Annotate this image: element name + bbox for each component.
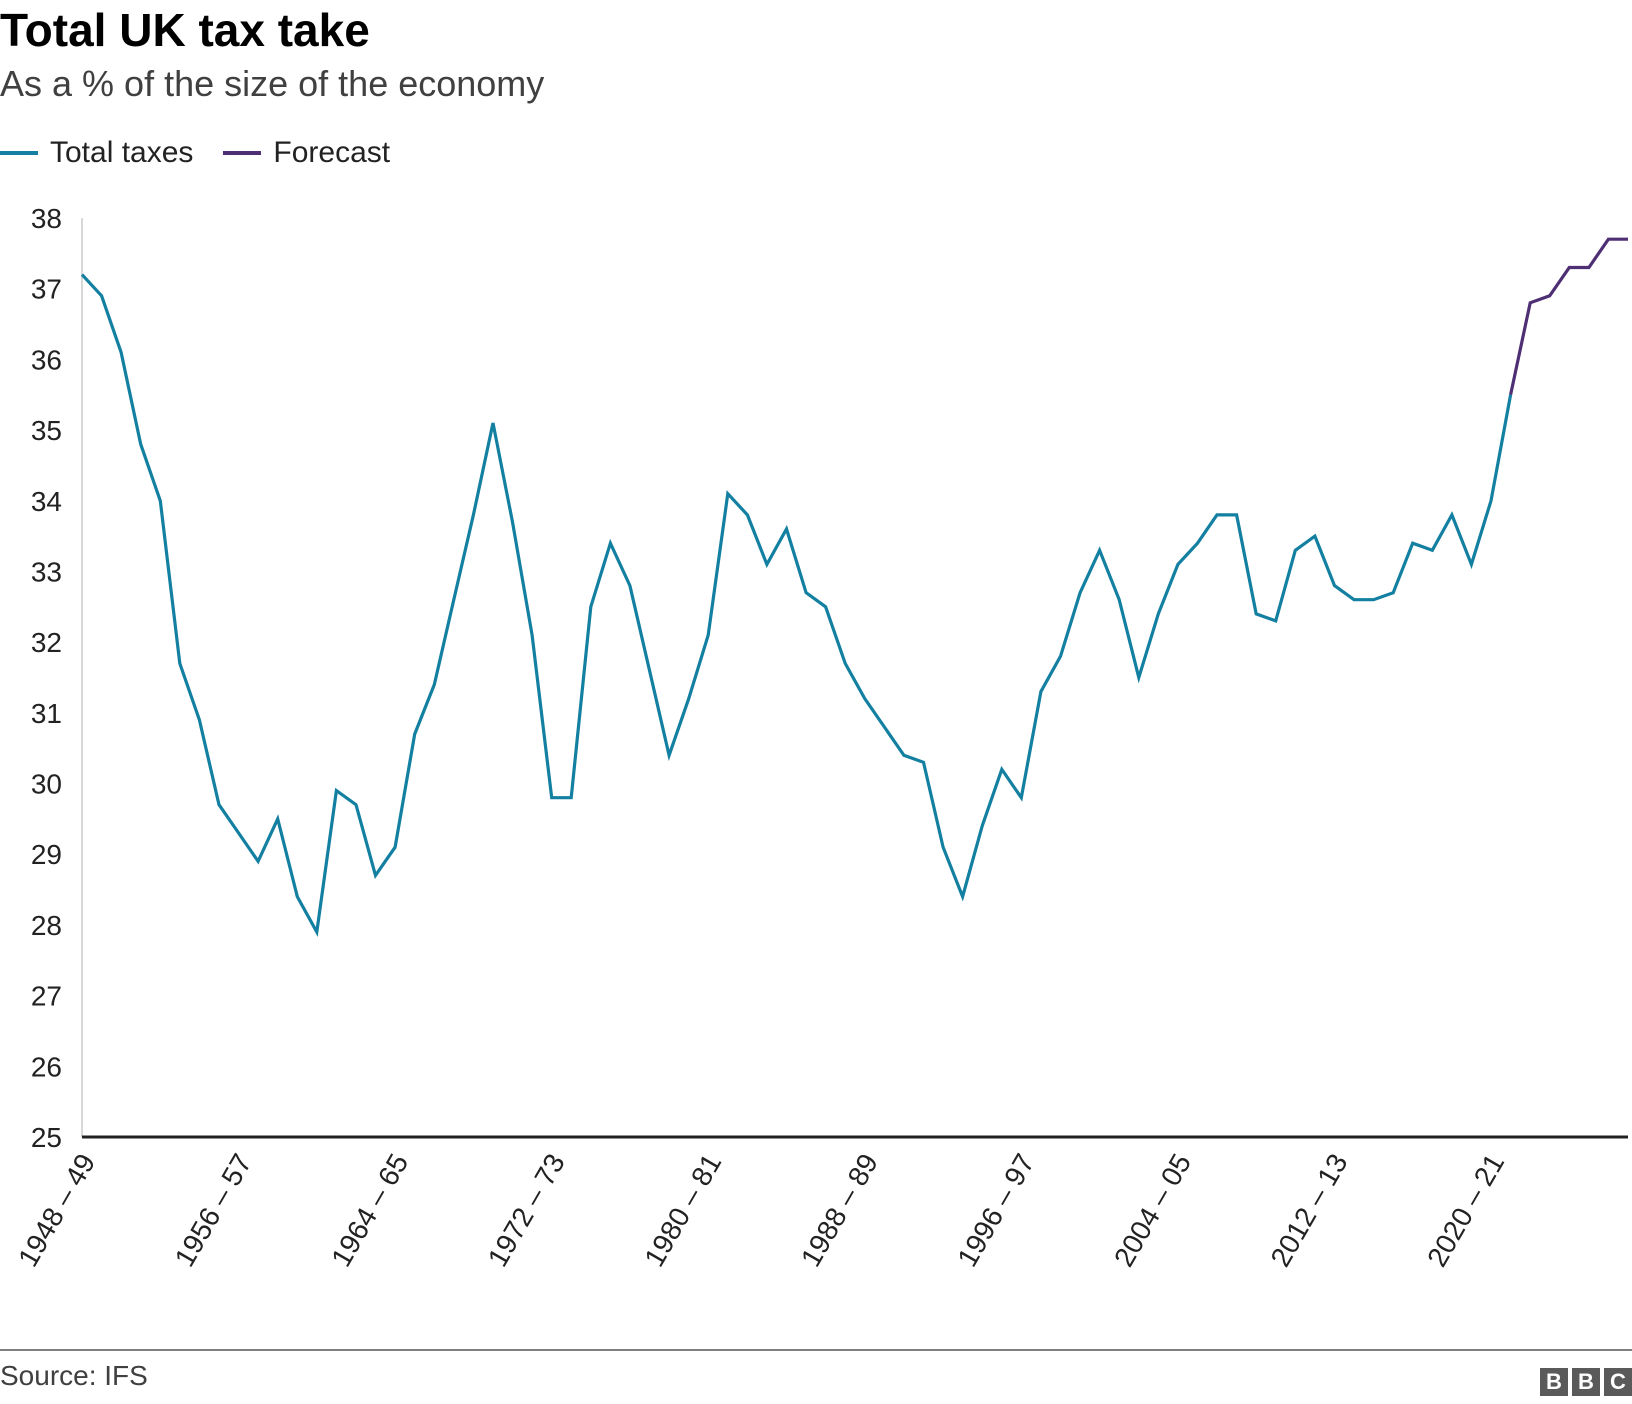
source-note: Source: IFS (0, 1360, 148, 1391)
y-tick-label: 33 (31, 556, 62, 587)
x-tick-label: 2004 – 05 (1108, 1149, 1197, 1272)
x-tick-label: 1988 – 89 (795, 1149, 884, 1272)
legend: Total taxes Forecast (0, 133, 420, 173)
y-tick-label: 27 (31, 981, 62, 1012)
y-tick-label: 26 (31, 1051, 62, 1082)
y-axis: 25 26 27 28 29 30 31 32 33 34 35 36 37 38 (31, 203, 83, 1153)
bbc-logo: B B C (1536, 1368, 1632, 1396)
bbc-logo-block: C (1604, 1368, 1632, 1396)
y-tick-label: 37 (31, 274, 62, 305)
x-tick-label: 2020 – 21 (1421, 1149, 1510, 1272)
chart-subtitle: As a % of the size of the economy (0, 63, 545, 104)
legend-swatch-forecast (223, 151, 262, 155)
legend-item-forecast: Forecast (223, 136, 390, 170)
chart-title: Total UK tax take (0, 4, 370, 56)
y-tick-label: 31 (31, 698, 62, 729)
y-tick-label: 35 (31, 415, 62, 446)
x-tick-label: 1996 – 97 (951, 1149, 1040, 1272)
x-tick-label: 1980 – 81 (638, 1149, 727, 1272)
bbc-logo-block: B (1572, 1368, 1600, 1396)
x-tick-label: 2012 – 13 (1265, 1149, 1354, 1272)
x-tick-label: 1956 – 57 (169, 1149, 258, 1272)
legend-swatch-total-taxes (0, 151, 38, 155)
y-tick-label: 32 (31, 627, 62, 658)
legend-label-total-taxes: Total taxes (50, 136, 194, 169)
x-tick-label: 1948 – 49 (12, 1149, 101, 1272)
footer-divider (0, 1349, 1632, 1351)
legend-item-total-taxes: Total taxes (0, 136, 193, 170)
series-layer (80, 237, 1628, 937)
y-tick-label: 34 (31, 486, 62, 517)
y-tick-label: 30 (31, 769, 62, 800)
x-tick-label: 1964 – 65 (325, 1149, 414, 1272)
x-tick-label: 1972 – 73 (482, 1149, 571, 1272)
series-line-total-taxes (80, 273, 1513, 937)
x-axis: 1948 – 49 1956 – 57 1964 – 65 1972 – 73 1980… (12, 1135, 1628, 1272)
y-tick-label: 38 (31, 203, 62, 234)
legend-label-forecast: Forecast (273, 136, 391, 169)
y-tick-label: 36 (31, 344, 62, 375)
bbc-logo-block: B (1540, 1368, 1568, 1396)
y-tick-label: 25 (31, 1122, 62, 1153)
y-tick-label: 28 (31, 910, 62, 941)
y-tick-label: 29 (31, 839, 62, 870)
series-line-forecast (1509, 237, 1628, 396)
